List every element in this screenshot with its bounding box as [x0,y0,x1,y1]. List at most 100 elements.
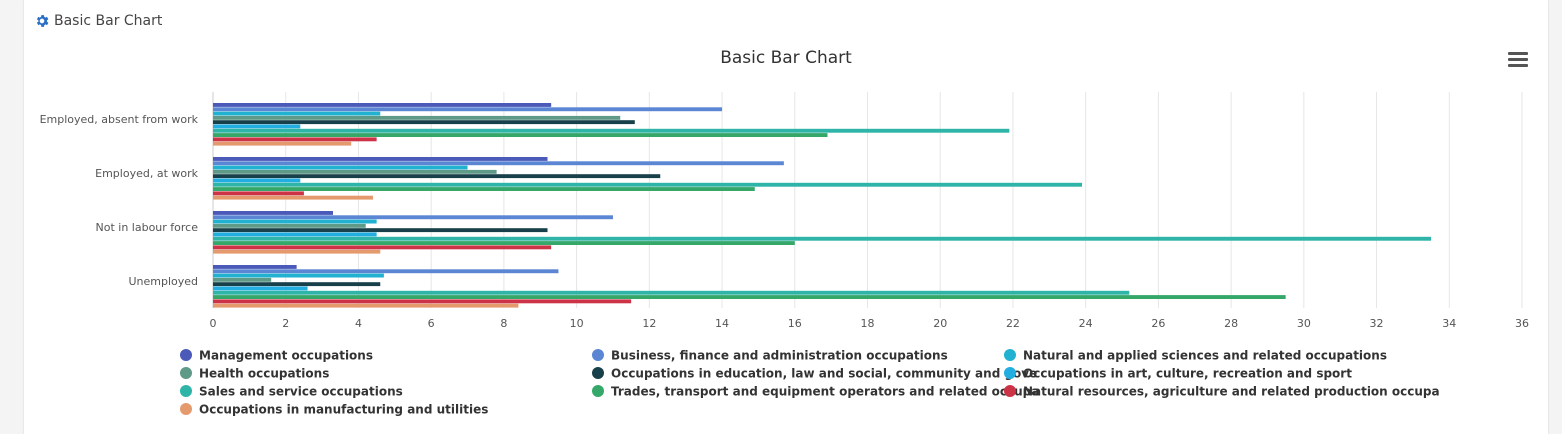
legend-label: Occupations in manufacturing and utiliti… [199,403,488,417]
legend-item[interactable]: Health occupations [180,367,329,381]
bar[interactable] [213,249,381,254]
x-tick-label: 12 [642,317,656,330]
legend-marker [1004,367,1016,379]
legend-label: Trades, transport and equipment operator… [611,385,1039,399]
bar[interactable] [213,115,621,120]
bar[interactable] [213,232,377,237]
legend-item[interactable]: Management occupations [180,349,373,363]
bar[interactable] [213,191,304,196]
x-tick-label: 8 [500,317,507,330]
legend-marker [180,403,192,415]
legend-marker [180,385,192,397]
legend-marker [180,349,192,361]
legend-marker [592,367,604,379]
bar[interactable] [213,215,613,220]
chart-title: Basic Bar Chart [720,48,852,68]
x-tick-label: 16 [788,317,802,330]
bar[interactable] [213,169,497,174]
bar[interactable] [213,187,755,191]
panel-header: Basic Bar Chart [34,10,162,32]
bar[interactable] [213,133,828,137]
bar[interactable] [213,295,1286,299]
legend-item[interactable]: Natural and applied sciences and related… [1004,349,1387,363]
legend-item[interactable]: Sales and service occupations [180,385,403,399]
bar[interactable] [213,241,795,245]
legend-item[interactable]: Occupations in art, culture, recreation … [1004,367,1352,381]
bar[interactable] [213,290,1130,295]
bar[interactable] [213,236,1432,241]
bar[interactable] [213,303,519,308]
bar[interactable] [213,211,333,215]
bar[interactable] [213,273,384,278]
x-tick-label: 6 [428,317,435,330]
x-tick-label: 36 [1515,317,1529,330]
bar[interactable] [213,228,548,233]
legend-label: Natural and applied sciences and related… [1023,349,1387,363]
x-tick-label: 28 [1224,317,1238,330]
legend-label: Management occupations [199,349,373,363]
bar[interactable] [213,219,377,224]
bar[interactable] [213,178,301,183]
legend-marker [592,385,604,397]
legend-item[interactable]: Occupations in education, law and social… [592,367,1037,381]
bar[interactable] [213,124,301,129]
legend-marker [1004,349,1016,361]
legend-marker [592,349,604,361]
bar[interactable] [213,111,381,116]
category-label: Not in labour force [96,221,199,234]
bar-chart: Basic Bar Chart Employed, absent from wo… [40,48,1529,417]
bar[interactable] [213,141,352,146]
legend-label: Business, finance and administration occ… [611,349,948,363]
bar[interactable] [213,245,552,250]
bar[interactable] [213,265,297,269]
x-tick-label: 4 [355,317,362,330]
bar[interactable] [213,195,373,200]
bar[interactable] [213,120,635,125]
legend-marker [180,367,192,379]
legend-label: Health occupations [199,367,329,381]
bar[interactable] [213,103,552,107]
x-tick-label: 34 [1442,317,1456,330]
legend-item[interactable]: Natural resources, agriculture and relat… [1004,385,1440,399]
bar[interactable] [213,107,723,112]
bar[interactable] [213,161,784,166]
chart-panel: Basic Bar Chart Basic Bar Chart Employed… [24,0,1548,434]
legend-label: Occupations in education, law and social… [611,367,1037,381]
legend-item[interactable]: Occupations in manufacturing and utiliti… [180,403,488,417]
legend-item[interactable]: Trades, transport and equipment operator… [592,385,1039,399]
hamburger-menu-icon[interactable] [1508,52,1528,70]
bar[interactable] [213,269,559,274]
legend-item[interactable]: Business, finance and administration occ… [592,349,948,363]
legend-label: Natural resources, agriculture and relat… [1023,385,1440,399]
legend-label: Sales and service occupations [199,385,403,399]
bar[interactable] [213,299,632,304]
panel-header-title: Basic Bar Chart [54,13,163,29]
category-label: Unemployed [128,275,198,288]
bar[interactable] [213,165,468,170]
x-tick-label: 24 [1079,317,1093,330]
x-tick-label: 30 [1297,317,1311,330]
bar[interactable] [213,277,272,282]
bar[interactable] [213,174,661,179]
x-tick-label: 14 [715,317,729,330]
bar[interactable] [213,182,1083,187]
gear-icon[interactable] [34,13,50,29]
x-tick-label: 20 [933,317,947,330]
bar[interactable] [213,137,377,142]
x-tick-label: 10 [570,317,584,330]
category-label: Employed, at work [95,167,198,180]
x-tick-label: 2 [282,317,289,330]
bar[interactable] [213,286,308,291]
bar[interactable] [213,128,1010,133]
x-tick-label: 0 [210,317,217,330]
legend-marker [1004,385,1016,397]
x-tick-label: 26 [1151,317,1165,330]
bar[interactable] [213,282,381,287]
bar[interactable] [213,223,366,228]
x-tick-label: 32 [1370,317,1384,330]
x-tick-label: 22 [1006,317,1020,330]
legend-label: Occupations in art, culture, recreation … [1023,367,1352,381]
bar[interactable] [213,157,548,161]
category-label: Employed, absent from work [40,113,199,126]
x-tick-label: 18 [861,317,875,330]
